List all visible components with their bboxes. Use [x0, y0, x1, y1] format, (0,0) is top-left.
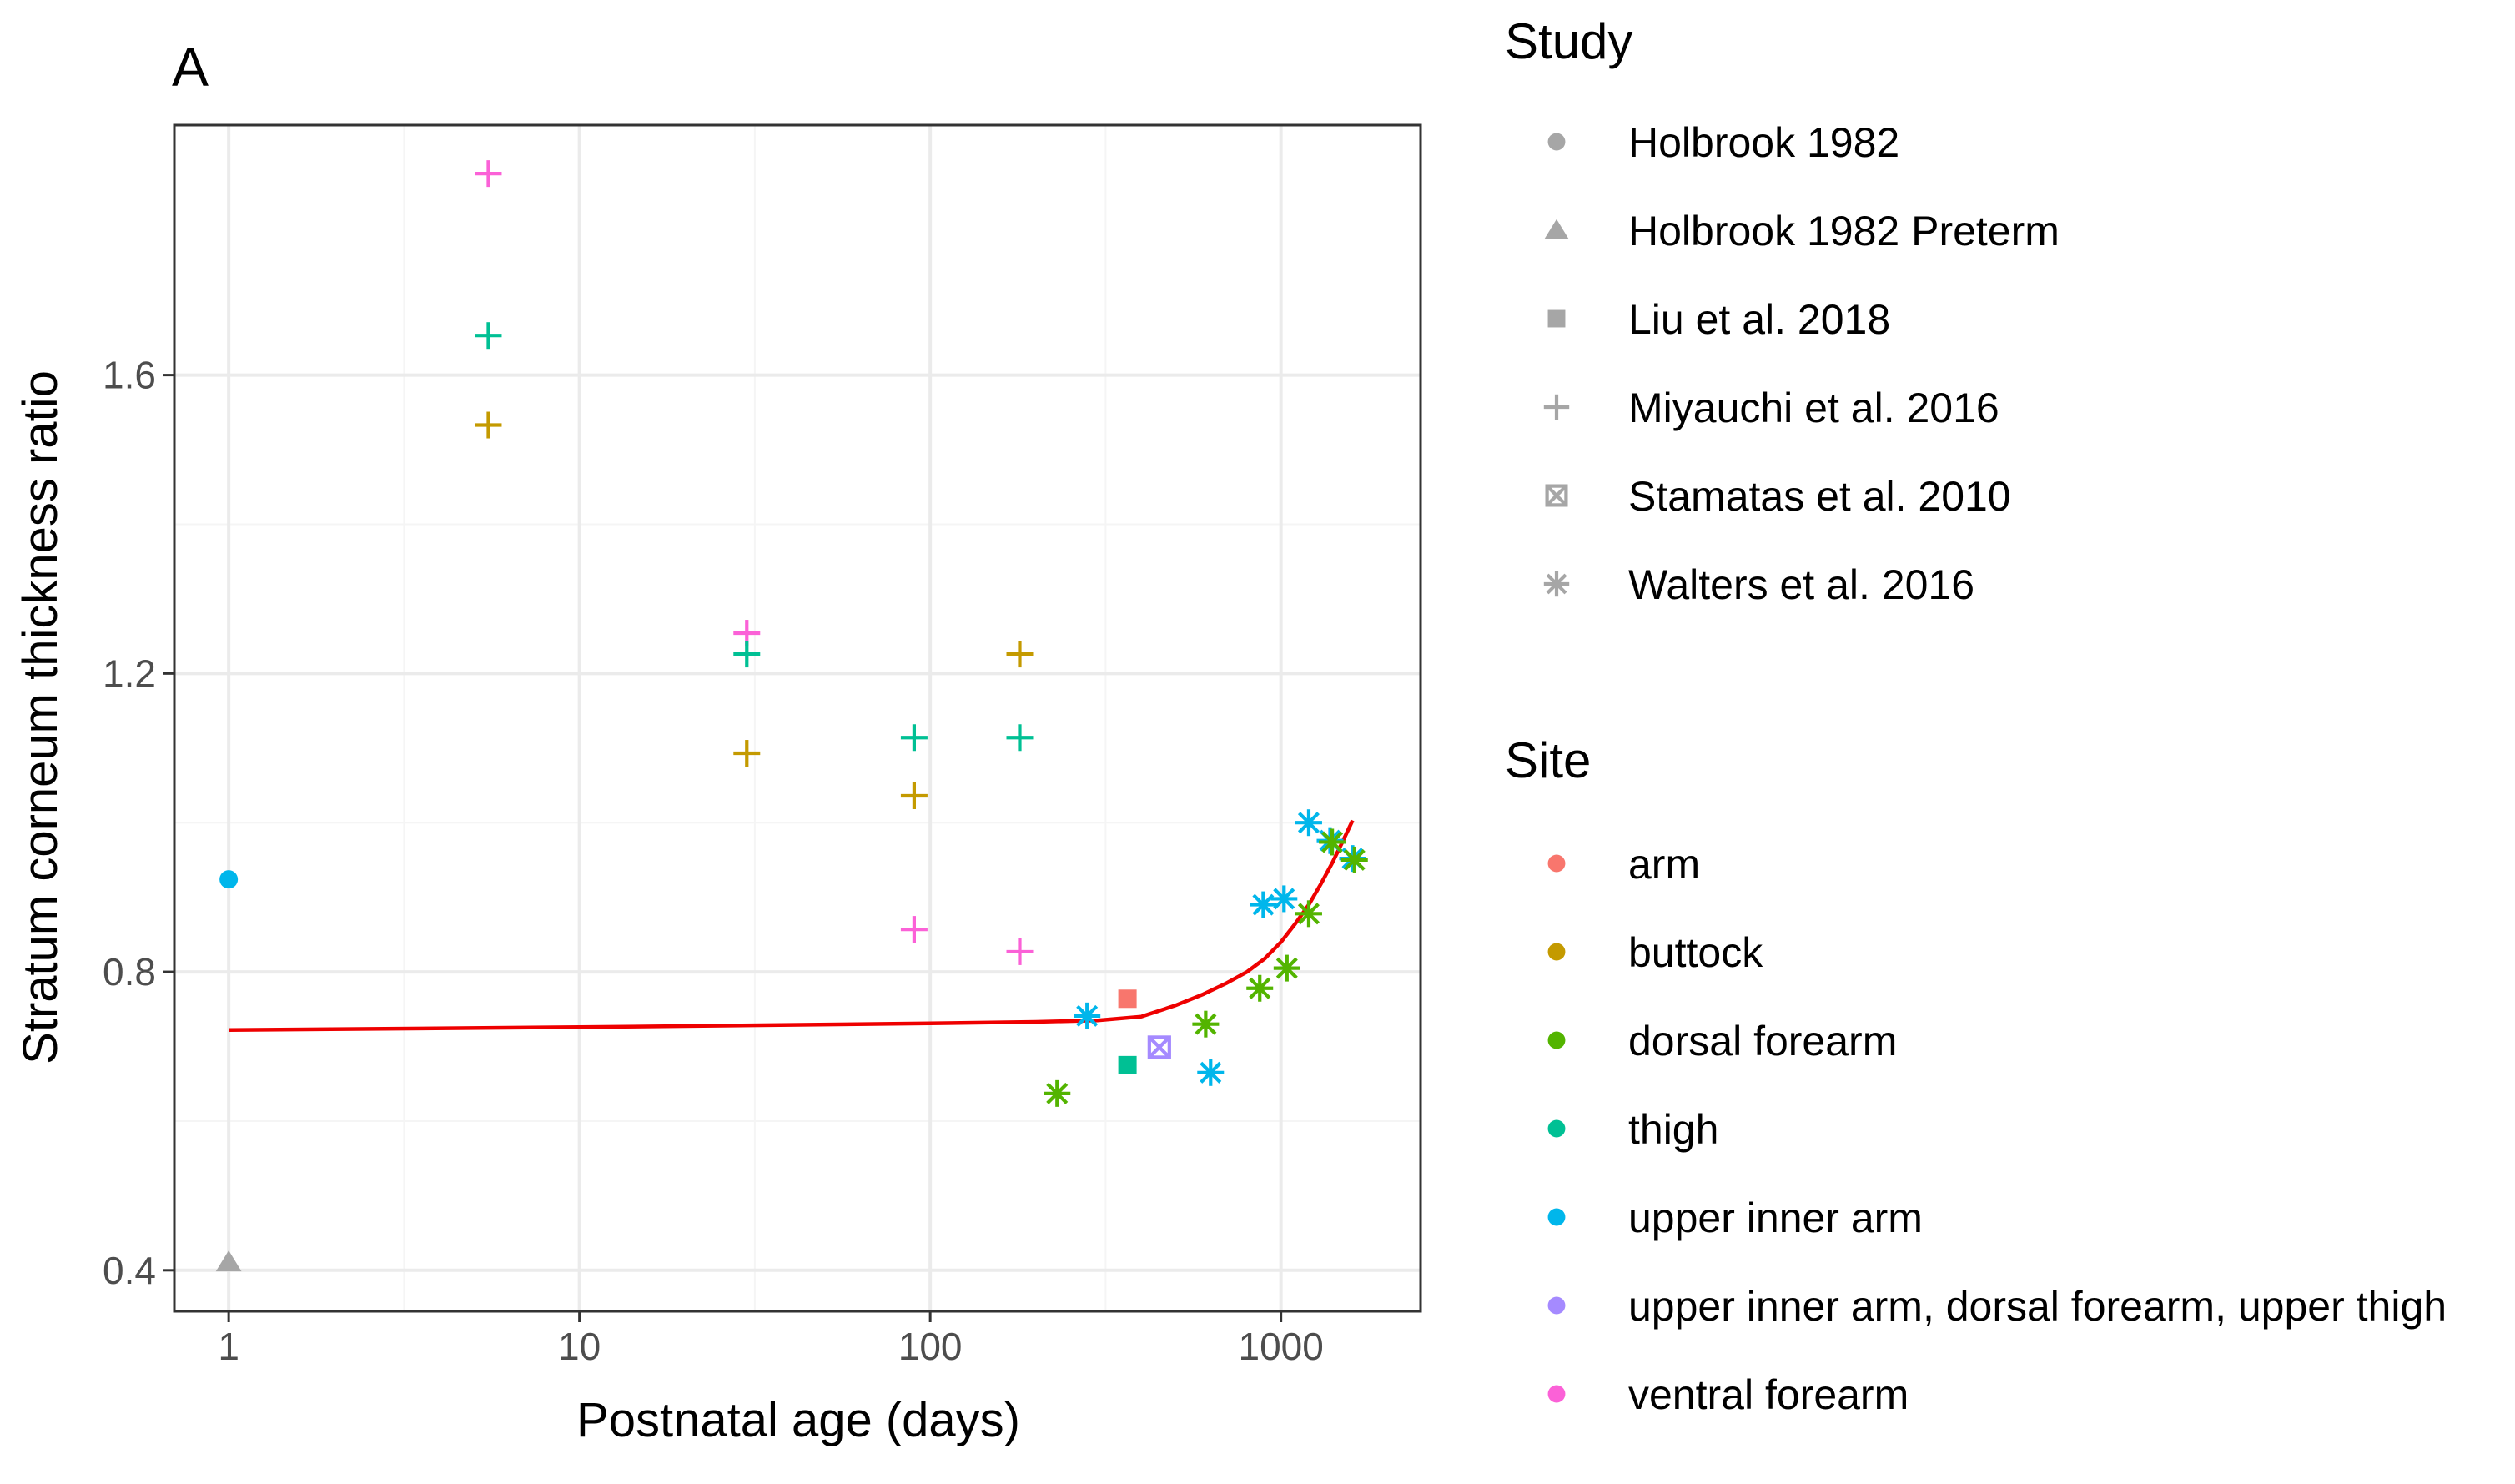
data-point: [1273, 954, 1300, 982]
data-point: [1270, 885, 1298, 913]
x-tick-label: 100: [898, 1325, 963, 1368]
x-tick-label: 1: [218, 1325, 239, 1368]
legend-study: Study Holbrook 1982 Holbrook 1982 Preterm…: [1505, 13, 2060, 608]
y-axis: 0.4 0.8 1.2 1.6: [103, 354, 174, 1292]
x-axis-title: Postnatal age (days): [576, 1393, 1020, 1447]
legend-study-label: Miyauchi et al. 2016: [1628, 385, 1999, 431]
legend-site-key: [1547, 854, 1566, 873]
data-point: [733, 641, 761, 668]
data-point: [900, 782, 928, 810]
data-point: [1192, 1010, 1220, 1038]
data-point: [1295, 809, 1322, 837]
data-point: [733, 740, 761, 767]
legend-site-key: [1547, 1208, 1566, 1226]
data-point: [1044, 1079, 1071, 1107]
legend-site-label: dorsal forearm: [1628, 1018, 1897, 1064]
data-point: [1295, 900, 1322, 928]
legend-site-key: [1547, 1296, 1566, 1315]
data-point: [1074, 1002, 1101, 1029]
y-axis-title: Stratum corneum thickness ratio: [13, 370, 68, 1064]
data-point: [1118, 989, 1137, 1009]
data-point: [1340, 846, 1368, 873]
legend-site-label: buttock: [1628, 929, 1763, 976]
legend-site-key: [1547, 1119, 1566, 1138]
y-tick-label: 1.2: [103, 651, 156, 695]
y-tick-label: 0.8: [103, 950, 156, 994]
legend-site-label: arm: [1628, 841, 1700, 888]
legend-study-key: [1543, 571, 1570, 597]
data-point: [475, 322, 502, 350]
panel-label: A: [172, 36, 209, 98]
plot-panel: [173, 123, 1422, 1313]
data-point: [1319, 828, 1346, 856]
legend-study-key: [1545, 484, 1568, 507]
legend-site-key: [1547, 943, 1566, 961]
data-point: [900, 724, 928, 752]
legend-site-key: [1547, 1385, 1566, 1403]
data-point: [1246, 974, 1274, 1002]
legend-site-label: thigh: [1628, 1106, 1718, 1153]
data-point: [215, 1250, 242, 1272]
data-point: [1197, 1059, 1225, 1086]
x-axis: 1 10 100 1000: [218, 1311, 1324, 1368]
data-point: [1006, 641, 1034, 668]
legend-site: Site arm buttock dorsal forearm thigh upper …: [1505, 732, 2447, 1418]
x-tick-label: 1000: [1238, 1325, 1323, 1368]
data-point: [1006, 938, 1034, 965]
legend-site-label: upper inner arm: [1628, 1195, 1923, 1241]
legend-study-key: [1543, 394, 1570, 420]
fit-line: [229, 819, 1355, 1033]
legend-site-key: [1547, 1031, 1566, 1049]
legend-site-title: Site: [1505, 732, 1591, 788]
legend-study-title: Study: [1505, 13, 1632, 69]
legend-site-label: upper inner arm, dorsal forearm, upper t…: [1628, 1283, 2447, 1330]
legend-study-label: Stamatas et al. 2010: [1628, 473, 2011, 520]
legend-study-label: Walters et al. 2016: [1628, 561, 1974, 608]
legend-study-label: Liu et al. 2018: [1628, 296, 1890, 343]
y-tick-label: 0.4: [103, 1249, 156, 1292]
data-point: [219, 870, 239, 889]
data-point: [1118, 1055, 1137, 1074]
legend-study-key: [1547, 309, 1566, 328]
y-tick-label: 1.6: [103, 354, 156, 397]
legend-study-label: Holbrook 1982: [1628, 119, 1899, 166]
data-point: [900, 916, 928, 943]
data-point: [1147, 1035, 1171, 1059]
legend-study-key: [1547, 133, 1566, 151]
data-point: [475, 411, 502, 439]
legend-study-key: [1544, 219, 1569, 239]
panel-border: [173, 123, 1422, 1313]
legend-site-label: ventral forearm: [1628, 1371, 1909, 1418]
data-point: [1250, 891, 1277, 918]
data-point: [475, 160, 502, 188]
x-tick-label: 10: [558, 1325, 601, 1368]
legend-study-label: Holbrook 1982 Preterm: [1628, 208, 2060, 254]
data-point: [1006, 724, 1034, 752]
